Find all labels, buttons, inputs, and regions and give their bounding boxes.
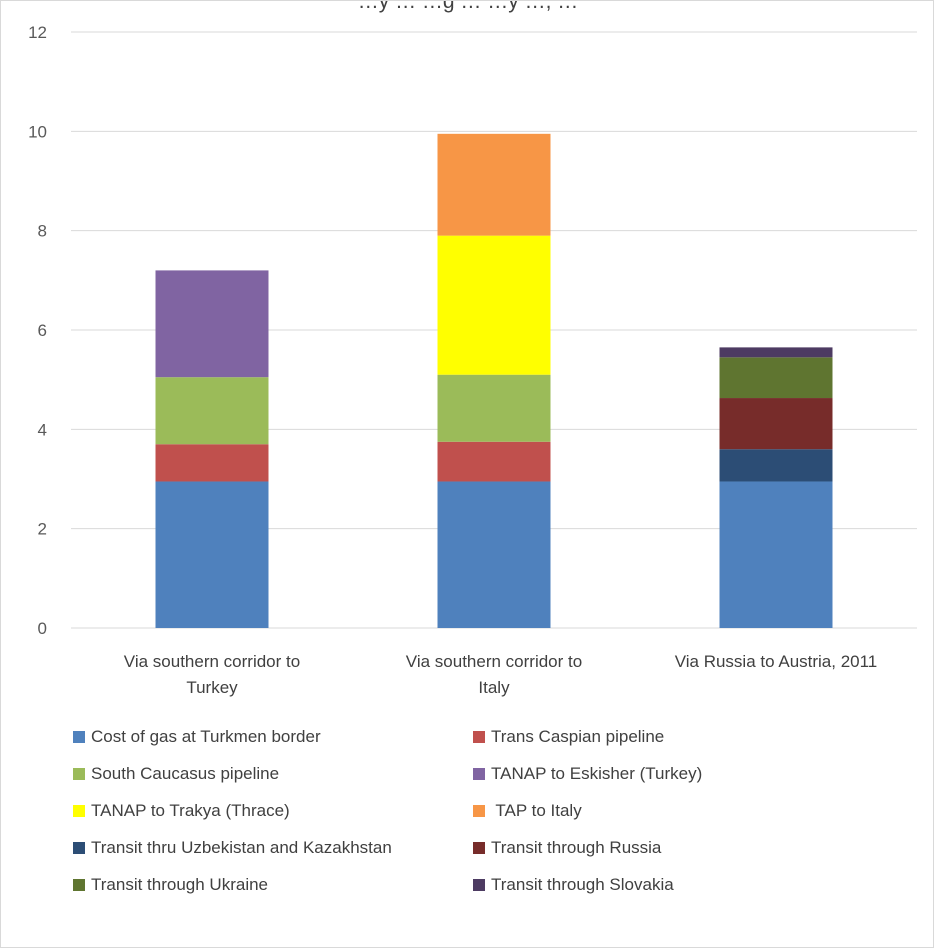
bar-segment bbox=[437, 481, 551, 628]
y-tick-label: 10 bbox=[28, 122, 47, 141]
legend-item: Trans Caspian pipeline bbox=[473, 725, 773, 749]
legend-label: TANAP to Eskisher (Turkey) bbox=[491, 764, 703, 783]
legend-swatch bbox=[473, 768, 485, 780]
legend-item: TANAP to Eskisher (Turkey) bbox=[473, 762, 773, 786]
legend-label: TANAP to Trakya (Thrace) bbox=[91, 801, 290, 820]
bar-segment bbox=[155, 270, 269, 378]
bar-segment bbox=[437, 235, 551, 375]
legend-item: Transit thru Uzbekistan and Kazakhstan bbox=[73, 836, 473, 860]
legend-swatch bbox=[73, 805, 85, 817]
bar-segment bbox=[719, 449, 833, 482]
legend-item: Transit through Slovakia bbox=[473, 873, 773, 897]
x-category-label: Via southern corridor to bbox=[124, 652, 300, 671]
legend-swatch bbox=[473, 731, 485, 743]
y-tick-label: 2 bbox=[38, 520, 47, 539]
legend-label: Transit through Russia bbox=[491, 838, 662, 857]
legend-item: Transit through Ukraine bbox=[73, 873, 473, 897]
x-category-label: Italy bbox=[478, 678, 510, 697]
legend-label: Transit through Ukraine bbox=[91, 875, 269, 894]
bar-segment bbox=[155, 444, 269, 482]
legend-item: TANAP to Trakya (Thrace) bbox=[73, 799, 473, 823]
legend-swatch bbox=[473, 842, 485, 854]
legend-item: Cost of gas at Turkmen border bbox=[73, 725, 473, 749]
legend-item: Transit through Russia bbox=[473, 836, 773, 860]
y-tick-label: 6 bbox=[38, 321, 47, 340]
legend-label: South Caucasus pipeline bbox=[91, 764, 280, 783]
bar-segment bbox=[437, 441, 551, 482]
chart-plot: …y … …g … …y …, … 0 2 4 6 8 10 12 Via southern … bbox=[28, 1, 917, 697]
chart-title: …y … …g … …y …, … bbox=[358, 1, 579, 13]
y-tick-label: 0 bbox=[38, 619, 47, 638]
x-category-label: Via Russia to Austria, 2011 bbox=[675, 652, 878, 671]
legend-swatch bbox=[73, 842, 85, 854]
legend-swatch bbox=[73, 879, 85, 891]
y-tick-label: 8 bbox=[38, 222, 47, 241]
legend-swatch bbox=[473, 805, 485, 817]
legend-swatch bbox=[473, 879, 485, 891]
bar-segment bbox=[719, 398, 833, 450]
legend-item: South Caucasus pipeline bbox=[73, 762, 473, 786]
bar-segment bbox=[437, 133, 551, 236]
bar-segment bbox=[719, 357, 833, 399]
bar-segment bbox=[155, 481, 269, 628]
y-tick-label: 12 bbox=[28, 23, 47, 42]
y-tick-label: 4 bbox=[38, 420, 47, 439]
x-category-label: Via southern corridor to bbox=[406, 652, 582, 671]
legend-label: Transit thru Uzbekistan and Kazakhstan bbox=[91, 838, 392, 857]
bar-segment bbox=[719, 347, 833, 358]
legend-item: TAP to Italy bbox=[473, 799, 773, 823]
bar-segment bbox=[155, 377, 269, 445]
legend-label: Transit through Slovakia bbox=[491, 875, 674, 894]
legend-swatch bbox=[73, 731, 85, 743]
legend-label: Cost of gas at Turkmen border bbox=[91, 727, 321, 746]
chart-legend: Cost of gas at Turkmen border Trans Caspi… bbox=[73, 725, 773, 897]
x-category-label: Turkey bbox=[186, 678, 238, 697]
legend-label: TAP to Italy bbox=[491, 801, 582, 820]
bar-segment bbox=[437, 374, 551, 442]
legend-swatch bbox=[73, 768, 85, 780]
legend-label: Trans Caspian pipeline bbox=[491, 727, 665, 746]
bar-segment bbox=[719, 481, 833, 628]
